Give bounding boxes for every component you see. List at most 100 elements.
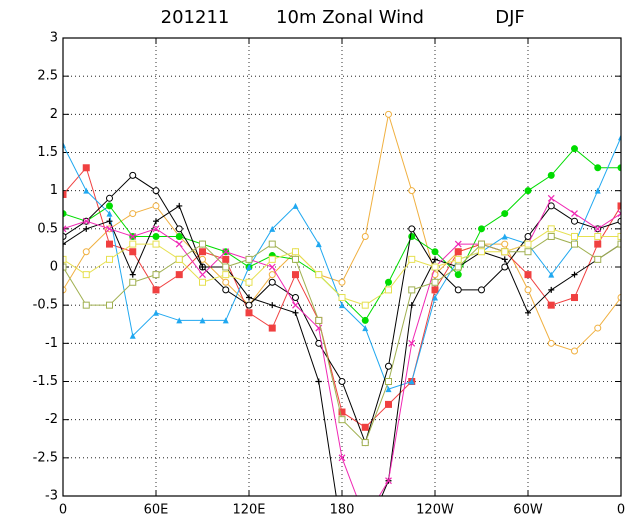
marker xyxy=(617,240,621,248)
marker xyxy=(292,255,299,263)
y-tick-label: 2.5 xyxy=(37,69,58,84)
chart-title: 201211 xyxy=(161,7,230,28)
marker xyxy=(432,256,438,263)
marker xyxy=(524,240,532,248)
marker xyxy=(594,240,602,248)
y-tick-label: -2.5 xyxy=(33,450,58,465)
y-tick-label: -0.5 xyxy=(33,298,58,313)
marker xyxy=(571,232,578,240)
y-tick-label: 1.5 xyxy=(37,145,58,160)
marker xyxy=(547,202,555,210)
marker xyxy=(617,164,621,172)
marker xyxy=(478,240,485,248)
marker xyxy=(501,233,508,240)
marker xyxy=(175,255,183,263)
marker xyxy=(594,225,602,233)
marker xyxy=(338,408,346,416)
x-tick-label: 180 xyxy=(330,503,355,518)
marker xyxy=(385,110,392,118)
marker xyxy=(175,225,183,233)
marker xyxy=(176,317,183,324)
marker xyxy=(454,248,462,256)
marker xyxy=(106,218,113,225)
marker xyxy=(478,248,485,256)
marker xyxy=(385,386,392,393)
marker xyxy=(246,264,252,270)
marker xyxy=(385,477,392,485)
marker xyxy=(152,187,160,195)
marker xyxy=(129,332,136,339)
marker xyxy=(339,302,345,309)
marker xyxy=(338,294,346,302)
marker xyxy=(63,241,66,248)
marker xyxy=(129,210,137,218)
marker xyxy=(431,278,439,286)
marker xyxy=(176,202,183,209)
marker xyxy=(571,294,578,302)
marker xyxy=(222,255,230,263)
marker xyxy=(129,233,137,240)
y-tick-label: -2 xyxy=(45,412,58,427)
marker xyxy=(268,263,276,271)
chart-title: 10m Zonal Wind xyxy=(276,7,424,28)
marker xyxy=(617,232,621,240)
marker xyxy=(594,232,602,240)
marker xyxy=(594,187,601,194)
x-tick-label: 0 xyxy=(617,503,625,518)
marker xyxy=(617,210,621,217)
marker xyxy=(82,248,90,256)
marker xyxy=(431,286,439,294)
marker xyxy=(63,190,67,198)
marker xyxy=(315,316,323,324)
marker xyxy=(361,232,369,240)
marker xyxy=(361,316,369,324)
x-tick-label: 120W xyxy=(416,503,454,518)
marker xyxy=(501,210,509,218)
marker xyxy=(338,378,346,385)
marker xyxy=(385,400,392,408)
x-tick-label: 60E xyxy=(144,503,169,518)
marker xyxy=(571,145,578,153)
marker xyxy=(199,278,206,286)
y-tick-label: 2 xyxy=(50,107,58,122)
marker xyxy=(454,286,462,294)
marker xyxy=(199,271,206,279)
marker xyxy=(362,516,368,522)
marker xyxy=(63,255,67,263)
marker xyxy=(361,439,369,447)
marker xyxy=(292,202,299,209)
marker xyxy=(478,225,485,233)
marker xyxy=(594,164,602,172)
marker xyxy=(199,264,206,270)
marker xyxy=(245,278,253,286)
marker xyxy=(152,225,160,233)
marker xyxy=(152,240,160,248)
marker xyxy=(547,339,555,347)
marker xyxy=(63,263,67,271)
marker xyxy=(431,248,439,256)
marker xyxy=(408,339,416,347)
marker xyxy=(63,232,67,240)
marker xyxy=(548,286,555,293)
y-tick-label: 1 xyxy=(50,183,58,198)
marker xyxy=(385,286,392,294)
marker xyxy=(594,255,602,263)
marker xyxy=(129,240,137,248)
marker xyxy=(222,271,230,279)
marker xyxy=(385,278,392,286)
y-tick-label: -1.5 xyxy=(33,374,58,389)
chart-title: DJF xyxy=(495,7,525,28)
marker xyxy=(152,271,160,279)
x-tick-label: 60W xyxy=(513,503,543,518)
marker xyxy=(106,255,113,263)
marker xyxy=(245,255,253,263)
marker xyxy=(454,263,462,271)
marker xyxy=(222,286,230,294)
marker xyxy=(83,187,90,194)
marker xyxy=(571,347,578,355)
y-tick-label: -3 xyxy=(45,489,58,504)
marker xyxy=(571,210,578,217)
series-line xyxy=(63,114,621,352)
marker xyxy=(292,309,299,316)
